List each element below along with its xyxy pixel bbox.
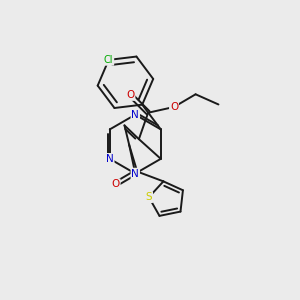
Text: Cl: Cl bbox=[104, 55, 113, 65]
Text: S: S bbox=[146, 192, 152, 202]
Text: N: N bbox=[131, 110, 139, 120]
Text: N: N bbox=[106, 154, 114, 164]
Text: O: O bbox=[112, 179, 120, 189]
Text: O: O bbox=[126, 90, 135, 100]
Text: N: N bbox=[131, 169, 139, 178]
Text: O: O bbox=[170, 102, 178, 112]
